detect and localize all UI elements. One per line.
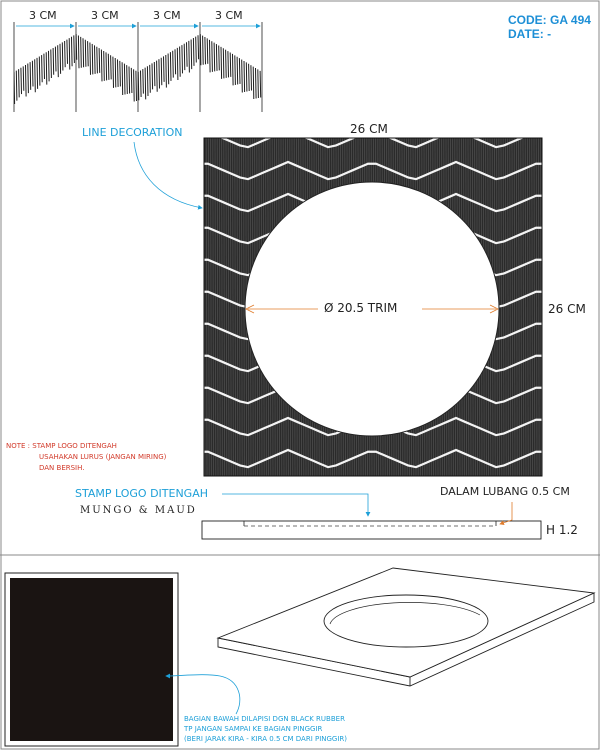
line-decoration-label: LINE DECORATION [82,126,183,139]
note-line-1: NOTE : STAMP LOGO DITENGAH [6,442,117,450]
brand-logo-text: MUNGO & MAUD [80,505,197,516]
stamp-logo-label: STAMP LOGO DITENGAH [75,487,208,500]
rubber-leader [165,673,241,715]
height-dimension: 26 CM [548,302,586,316]
side-profile [201,493,542,540]
bottom-note-line-1: BAGIAN BAWAH DILAPISI DGN BLACK RUBBER [184,715,345,723]
hole-depth-label: DALAM LUBANG 0.5 CM [440,485,570,498]
date-label: DATE: - [508,27,552,41]
note-line-3: DAN BERSIH. [39,464,85,472]
pattern-strip [13,22,263,112]
segment-label-2: 3 CM [91,9,119,22]
segment-label-1: 3 CM [29,9,57,22]
product-code: CODE: GA 494 [508,13,591,27]
bottom-note-line-2: TP JANGAN SAMPAI KE BAGIAN PINGGIR [184,725,323,733]
bottom-note-line-3: (BERI JARAK KIRA - KIRA 0.5 CM DARI PING… [184,735,348,743]
center-circle [244,181,500,437]
note-line-2: USAHAKAN LURUS (JANGAN MIRING) [39,453,167,461]
stamp-logo-leader [222,493,371,517]
isometric-hole [323,594,489,648]
thickness-label: H 1.2 [546,523,578,537]
zigzag-hatch [14,34,262,105]
hole-depth-leader [499,502,513,526]
width-dimension: 26 CM [350,122,388,136]
segment-label-4: 3 CM [215,9,243,22]
bottom-view [4,572,241,747]
isometric-view [216,567,596,687]
bottom-note: BAGIAN BAWAH DILAPISI DGN BLACK RUBBER T… [184,714,347,744]
coaster-top-view [203,137,543,477]
black-rubber-pad [10,578,173,741]
circle-diameter-label: Ø 20.5 TRIM [324,301,398,315]
stamp-note: NOTE : STAMP LOGO DITENGAH USAHAKAN LURU… [6,441,166,474]
line-decoration-leader [133,141,203,210]
segment-label-3: 3 CM [153,9,181,22]
